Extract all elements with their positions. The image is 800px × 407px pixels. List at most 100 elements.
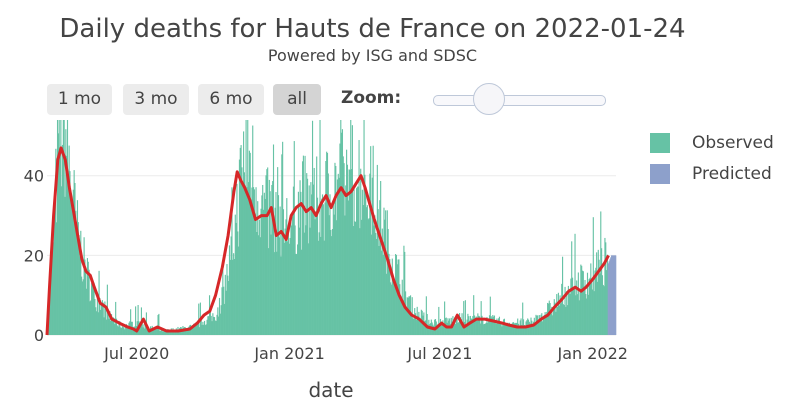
observed-bar (570, 278, 572, 335)
observed-bar (396, 264, 398, 335)
range-button-3mo[interactable]: 3 mo (123, 84, 189, 115)
zoom-slider-track[interactable] (433, 95, 606, 106)
observed-bar (579, 292, 581, 335)
legend-item-observed[interactable]: Observed (650, 132, 774, 154)
observed-bar (599, 273, 601, 335)
observed-bar (311, 120, 314, 336)
observed-bar (118, 323, 120, 335)
observed-bar (470, 318, 472, 335)
observed-bar (89, 301, 91, 335)
observed-bar (290, 217, 292, 335)
observed-bar (487, 322, 489, 335)
observed-bar (350, 120, 352, 335)
observed-bar (382, 254, 384, 335)
observed-bar (307, 243, 309, 335)
observed-bar (277, 195, 280, 335)
observed-bar (400, 301, 402, 335)
predicted-bar (610, 257, 612, 335)
observed-bar (306, 178, 309, 335)
observed-bar (235, 222, 237, 335)
observed-bar (206, 319, 208, 335)
observed-bar (115, 301, 117, 335)
observed-bar (358, 140, 360, 335)
observed-bar (377, 209, 379, 335)
observed-bar (460, 319, 462, 335)
observed-bar (126, 327, 128, 335)
range-button-all[interactable]: all (273, 84, 321, 115)
observed-bar (547, 303, 550, 335)
observed-bar (449, 323, 451, 335)
observed-bar (486, 316, 488, 335)
observed-bar (389, 259, 391, 335)
observed-bar (385, 210, 387, 335)
observed-bar (124, 329, 126, 335)
observed-bar (459, 313, 461, 335)
observed-bar (51, 248, 53, 335)
observed-bar (320, 236, 322, 335)
y-tick-label: 20 (24, 246, 44, 265)
observed-bar (265, 175, 267, 335)
observed-bars (47, 120, 608, 336)
observed-bar (63, 120, 65, 335)
observed-bar (383, 207, 385, 335)
observed-bar (326, 152, 329, 335)
predicted-bar (611, 255, 613, 335)
observed-bar (284, 228, 286, 335)
observed-bar (563, 305, 565, 335)
observed-bar (352, 226, 354, 335)
observed-bar (188, 326, 190, 335)
observed-bar (186, 329, 188, 335)
observed-bar (110, 320, 112, 335)
observed-bar (419, 321, 422, 335)
observed-bar (559, 295, 561, 335)
observed-bar (246, 187, 248, 335)
observed-bar (401, 279, 403, 335)
observed-bar (546, 311, 548, 335)
observed-bar (405, 307, 407, 335)
observed-bar (223, 286, 225, 335)
observed-bar (139, 323, 141, 335)
observed-bar (395, 254, 397, 335)
range-button-1mo[interactable]: 1 mo (47, 84, 112, 115)
observed-bar (174, 331, 176, 335)
observed-bar (100, 303, 103, 335)
observed-bar (250, 200, 252, 335)
observed-bar (462, 321, 464, 335)
predicted-bar (612, 255, 614, 335)
observed-bar (417, 315, 419, 335)
observed-bar (532, 321, 535, 335)
observed-bar (539, 320, 541, 335)
observed-bar (419, 317, 421, 335)
observed-bar (512, 322, 515, 335)
observed-bar (181, 329, 183, 335)
observed-bar (414, 313, 417, 335)
observed-bar (272, 181, 274, 335)
observed-bar (356, 188, 358, 335)
observed-bar (120, 327, 122, 335)
range-button-6mo[interactable]: 6 mo (198, 84, 264, 115)
observed-bar (351, 169, 353, 335)
observed-bar (61, 186, 63, 335)
observed-bar (491, 317, 493, 335)
observed-bar (413, 318, 415, 335)
observed-bar (509, 326, 511, 335)
observed-bar (308, 185, 310, 335)
observed-bar (69, 171, 71, 335)
observed-bar (271, 184, 273, 335)
observed-bar (357, 186, 359, 335)
observed-bar (422, 315, 424, 335)
observed-bar (604, 237, 606, 335)
observed-bar (71, 201, 73, 335)
observed-bar (404, 251, 406, 335)
zoom-slider-knob[interactable] (473, 83, 505, 115)
observed-bar (219, 313, 221, 335)
observed-bar (65, 129, 67, 335)
observed-bar (155, 328, 157, 335)
observed-bar (564, 286, 566, 335)
observed-bar (531, 320, 533, 335)
observed-bar (339, 143, 341, 335)
legend-item-predicted[interactable]: Predicted (650, 163, 772, 185)
observed-bar (363, 120, 365, 335)
observed-bar (505, 324, 507, 335)
observed-bar (196, 321, 198, 335)
